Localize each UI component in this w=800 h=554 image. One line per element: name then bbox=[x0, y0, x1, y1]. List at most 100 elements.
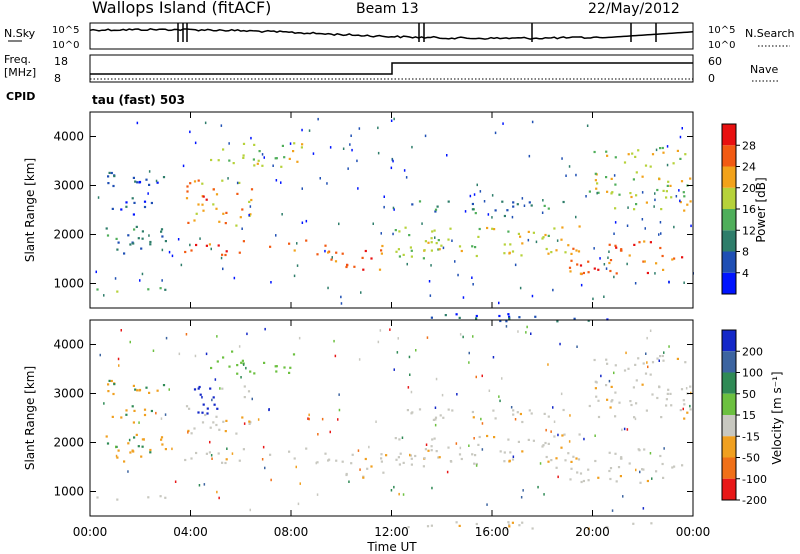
heatmap-cell bbox=[547, 234, 550, 237]
heatmap-cell bbox=[491, 227, 494, 230]
heatmap-cell bbox=[641, 175, 644, 178]
heatmap-cell bbox=[597, 191, 600, 194]
heatmap-cell bbox=[528, 154, 531, 158]
heatmap-cell bbox=[120, 208, 123, 211]
heatmap-cell bbox=[317, 433, 319, 436]
heatmap-cell bbox=[280, 181, 282, 184]
heatmap-cell bbox=[296, 264, 299, 267]
heatmap-cell bbox=[188, 407, 191, 410]
heatmap-cell bbox=[634, 282, 637, 285]
nsky-trace bbox=[89, 28, 694, 40]
heatmap-cell bbox=[184, 458, 187, 462]
heatmap-cell bbox=[684, 153, 687, 156]
heatmap-cell bbox=[517, 232, 520, 235]
heatmap-cell bbox=[442, 246, 445, 250]
heatmap-cell bbox=[145, 178, 148, 181]
heatmap-cell bbox=[435, 377, 438, 381]
heatmap-cell bbox=[606, 362, 609, 365]
heatmap-cell bbox=[587, 319, 590, 322]
heatmap-cell bbox=[550, 459, 553, 462]
heatmap-cell bbox=[358, 127, 361, 130]
heatmap-cell bbox=[164, 413, 167, 416]
heatmap-cell bbox=[646, 479, 649, 483]
freq-tick-bottom: 8 bbox=[54, 72, 61, 85]
heatmap-cell bbox=[690, 224, 692, 228]
heatmap-cell bbox=[141, 272, 144, 276]
heatmap-cell bbox=[689, 200, 692, 203]
heatmap-cell bbox=[407, 386, 410, 389]
heatmap-cell bbox=[193, 180, 197, 183]
heatmap-cell bbox=[132, 176, 135, 179]
heatmap-cell bbox=[97, 196, 100, 199]
heatmap-cell bbox=[597, 476, 600, 479]
heatmap-cell bbox=[193, 219, 196, 222]
heatmap-cell bbox=[308, 413, 310, 417]
heatmap-cell bbox=[189, 243, 191, 247]
heatmap-cell bbox=[491, 216, 493, 219]
heatmap-cell bbox=[182, 164, 185, 168]
heatmap-cell bbox=[528, 201, 531, 204]
heatmap-cell bbox=[570, 252, 573, 255]
heatmap-cell bbox=[242, 156, 245, 159]
heatmap-cell bbox=[211, 398, 213, 402]
heatmap-cell bbox=[570, 259, 573, 262]
y-tick-label: 1000 bbox=[53, 485, 84, 499]
heatmap-cell bbox=[222, 212, 225, 215]
heatmap-cell bbox=[528, 409, 531, 412]
heatmap-cell bbox=[505, 528, 508, 531]
heatmap-cell bbox=[521, 521, 524, 524]
nsearch-tick-bottom: 10^0 bbox=[708, 40, 735, 51]
heatmap-cell bbox=[614, 183, 617, 186]
heatmap-cell bbox=[392, 232, 394, 236]
heatmap-cell bbox=[582, 479, 585, 483]
heatmap-cell bbox=[216, 360, 219, 363]
colorbar-swatch bbox=[722, 351, 736, 373]
heatmap-cell bbox=[131, 197, 134, 200]
heatmap-cell bbox=[105, 435, 108, 438]
heatmap-cell bbox=[474, 454, 477, 457]
heatmap-cell bbox=[531, 527, 534, 530]
heatmap-cell bbox=[634, 155, 637, 158]
heatmap-cell bbox=[356, 159, 358, 163]
heatmap-cell bbox=[415, 349, 417, 352]
heatmap-cell bbox=[350, 462, 353, 465]
heatmap-cell bbox=[211, 457, 213, 460]
heatmap-cell bbox=[246, 332, 248, 336]
colorbar-swatch bbox=[722, 145, 736, 167]
heatmap-cell bbox=[451, 239, 453, 242]
heatmap-cell bbox=[225, 419, 228, 422]
heatmap-cell bbox=[398, 438, 401, 441]
heatmap-cell bbox=[156, 181, 159, 184]
heatmap-cell bbox=[499, 450, 502, 453]
heatmap-cell bbox=[635, 171, 638, 174]
heatmap-cell bbox=[587, 260, 590, 263]
heatmap-cell bbox=[204, 121, 207, 125]
heatmap-cell bbox=[595, 395, 598, 398]
heatmap-cell bbox=[541, 211, 544, 214]
heatmap-cell bbox=[665, 190, 668, 193]
heatmap-cell bbox=[128, 438, 131, 442]
heatmap-cell bbox=[618, 401, 621, 404]
heatmap-cell bbox=[580, 283, 583, 287]
heatmap-cell bbox=[542, 444, 545, 447]
heatmap-cell bbox=[405, 176, 408, 179]
heatmap-cell bbox=[180, 263, 183, 267]
heatmap-cell bbox=[567, 244, 570, 247]
nave-label: Nave bbox=[750, 63, 778, 76]
time-tick-label: 00:00 bbox=[73, 525, 108, 539]
heatmap-cell bbox=[481, 448, 484, 451]
heatmap-cell bbox=[444, 314, 447, 317]
heatmap-cell bbox=[275, 370, 278, 373]
heatmap-cell bbox=[390, 489, 393, 492]
heatmap-cell bbox=[268, 408, 270, 412]
heatmap-cell bbox=[347, 167, 349, 170]
heatmap-cell bbox=[681, 464, 684, 467]
heatmap-cell bbox=[249, 205, 252, 208]
heatmap-cell bbox=[205, 198, 208, 201]
heatmap-cell bbox=[137, 445, 140, 448]
heatmap-cell bbox=[150, 409, 153, 413]
heatmap-cell bbox=[112, 184, 115, 188]
heatmap-cell bbox=[606, 526, 609, 529]
heatmap-cell bbox=[665, 398, 668, 401]
heatmap-cell bbox=[561, 226, 564, 229]
